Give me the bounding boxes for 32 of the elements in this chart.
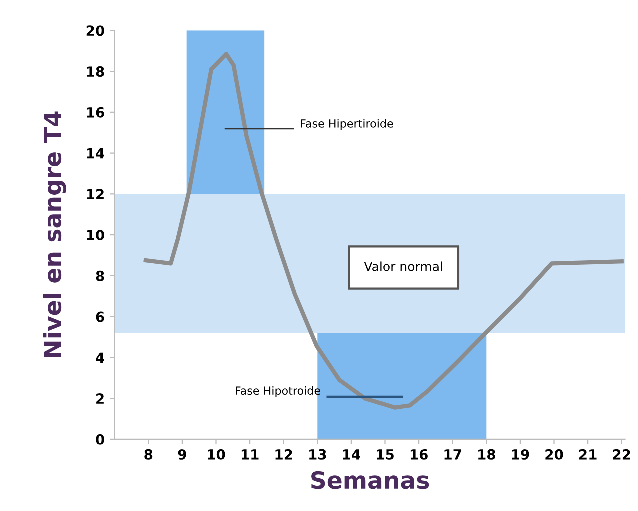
band-label: Fase Hipotroide bbox=[236, 386, 320, 398]
y-tick-label: 16 bbox=[87, 107, 104, 118]
y-tick-label: 18 bbox=[87, 66, 104, 78]
y-axis-title: Nivel en sangre T4 bbox=[43, 112, 66, 358]
y-tick-label: 10 bbox=[87, 230, 104, 241]
y-tick-label: 14 bbox=[87, 148, 104, 159]
x-tick-label: 10 bbox=[208, 449, 226, 460]
x-tick-label: 15 bbox=[377, 450, 394, 460]
x-tick-label: 16 bbox=[410, 449, 428, 460]
x-tick-label: 9 bbox=[178, 449, 186, 460]
y-tick-label: 8 bbox=[96, 270, 104, 282]
y-tick-label: 12 bbox=[87, 189, 104, 200]
x-tick-label: 22 bbox=[613, 449, 630, 460]
x-tick-label: 11 bbox=[242, 450, 259, 460]
band-label: Valor normal bbox=[364, 262, 442, 272]
x-tick-label: 17 bbox=[444, 450, 462, 460]
y-tick-label: 6 bbox=[96, 312, 104, 322]
y-tick-label: 2 bbox=[96, 394, 104, 404]
x-tick-label: 20 bbox=[546, 449, 564, 460]
x-tick-label: 13 bbox=[310, 449, 326, 460]
band-label: Fase Hipertiroide bbox=[301, 119, 394, 130]
x-tick-label: 18 bbox=[478, 449, 496, 460]
x-tick-label: 12 bbox=[276, 449, 292, 460]
y-tick-label: 4 bbox=[96, 352, 104, 363]
y-tick-label: 0 bbox=[96, 434, 104, 445]
x-tick-label: 19 bbox=[512, 449, 530, 460]
line-series bbox=[144, 52, 624, 410]
x-axis-title: Semanas bbox=[312, 471, 430, 490]
y-tick-label: 20 bbox=[86, 26, 104, 36]
x-tick-label: 8 bbox=[144, 449, 153, 460]
x-tick-label: 21 bbox=[579, 449, 597, 460]
x-tick-label: 14 bbox=[343, 450, 360, 460]
